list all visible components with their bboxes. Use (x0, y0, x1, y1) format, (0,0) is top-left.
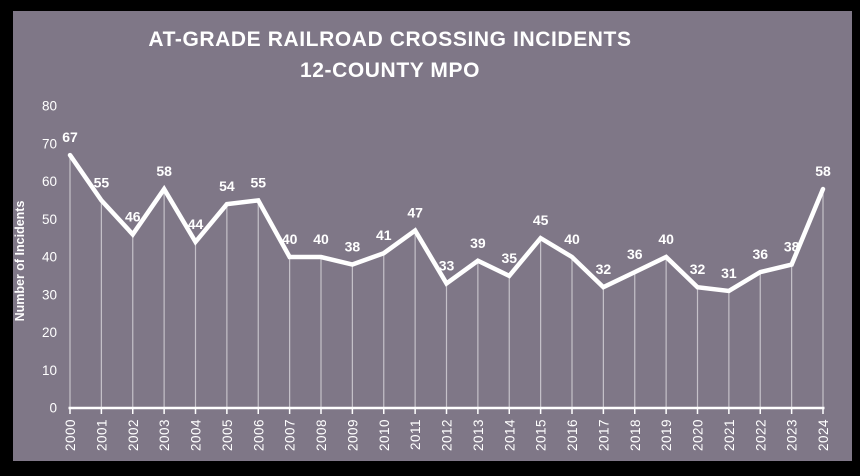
x-axis-label: 2009 (345, 419, 360, 451)
data-point-label: 58 (156, 163, 172, 179)
y-axis-label: 80 (42, 99, 57, 114)
data-point-label: 54 (219, 178, 235, 194)
data-point-label: 38 (345, 239, 361, 255)
incidents-line (67, 152, 826, 294)
line-chart: 0 10 20 30 40 50 60 70 80 2000 2001 2002 2003 2004 200… (13, 99, 831, 452)
x-axis-label: 2007 (283, 419, 298, 451)
data-point-label: 44 (188, 216, 204, 232)
data-point-label: 40 (313, 231, 329, 247)
x-axis-label: 2021 (722, 419, 737, 451)
x-axis-label: 2011 (408, 419, 423, 450)
x-axis-label: 2006 (251, 419, 266, 451)
chart-area: 0 10 20 30 40 50 60 70 80 2000 2001 2002 2003 2004 200… (13, 11, 852, 461)
x-axis-label: 2004 (189, 419, 204, 451)
data-point-label: 55 (250, 174, 266, 190)
data-point-label: 32 (596, 261, 612, 277)
data-point-label: 47 (407, 205, 423, 221)
y-axis-label: 20 (42, 325, 57, 340)
x-axis-label: 2022 (753, 419, 768, 451)
x-axis-label: 2005 (220, 419, 235, 451)
x-axis-label: 2001 (94, 419, 109, 451)
y-axis-title: Number of Incidents (13, 201, 27, 322)
data-point-label: 45 (533, 212, 549, 228)
x-axis-label: 2014 (502, 419, 517, 451)
x-axis-label: 2018 (628, 419, 643, 451)
x-axis-label: 2010 (377, 419, 392, 451)
data-point-label: 36 (627, 246, 643, 262)
data-point-label: 40 (658, 231, 674, 247)
y-axis-label: 40 (42, 250, 57, 265)
data-point-label: 33 (439, 257, 455, 273)
x-axis-label: 2017 (596, 419, 611, 451)
data-point-label: 38 (784, 239, 800, 255)
chart-title: AT-GRADE RAILROAD CROSSING INCIDENTS 12-… (13, 24, 767, 86)
data-point-label: 31 (721, 265, 737, 281)
data-point-label: 67 (62, 129, 78, 145)
x-axis-label: 2020 (691, 419, 706, 451)
data-point-label: 39 (470, 235, 486, 251)
x-axis-label: 2013 (471, 419, 486, 451)
chart-title-line2: 12-COUNTY MPO (299, 59, 481, 82)
data-point-label: 36 (752, 246, 768, 262)
y-axis-label: 0 (49, 401, 57, 416)
x-axis-label: 2012 (440, 419, 455, 451)
data-point-label: 41 (376, 227, 392, 243)
data-point-label: 55 (94, 174, 110, 190)
y-axis-label: 60 (42, 174, 57, 189)
y-axis-label: 50 (42, 212, 57, 227)
x-axis-label: 2024 (816, 419, 831, 451)
x-axis-label: 2000 (63, 419, 78, 451)
x-axis-label: 2008 (314, 419, 329, 451)
data-point-label: 40 (282, 231, 298, 247)
data-point-label: 58 (815, 163, 831, 179)
data-point-label: 35 (501, 250, 517, 266)
chart-title-line1: AT-GRADE RAILROAD CROSSING INCIDENTS (148, 28, 632, 51)
y-axis-label: 70 (42, 136, 57, 151)
data-point-label: 46 (125, 208, 141, 224)
x-axis-label: 2023 (785, 419, 800, 451)
y-axis-label: 10 (42, 363, 57, 378)
data-point-label: 40 (564, 231, 580, 247)
x-axis-label: 2002 (126, 419, 141, 451)
data-point-label: 32 (690, 261, 706, 277)
x-axis-label: 2016 (565, 419, 580, 451)
x-axis-label: 2015 (534, 419, 549, 451)
y-axis-label: 30 (42, 287, 57, 302)
x-axis-label: 2019 (659, 419, 674, 451)
x-axis-label: 2003 (157, 419, 172, 451)
